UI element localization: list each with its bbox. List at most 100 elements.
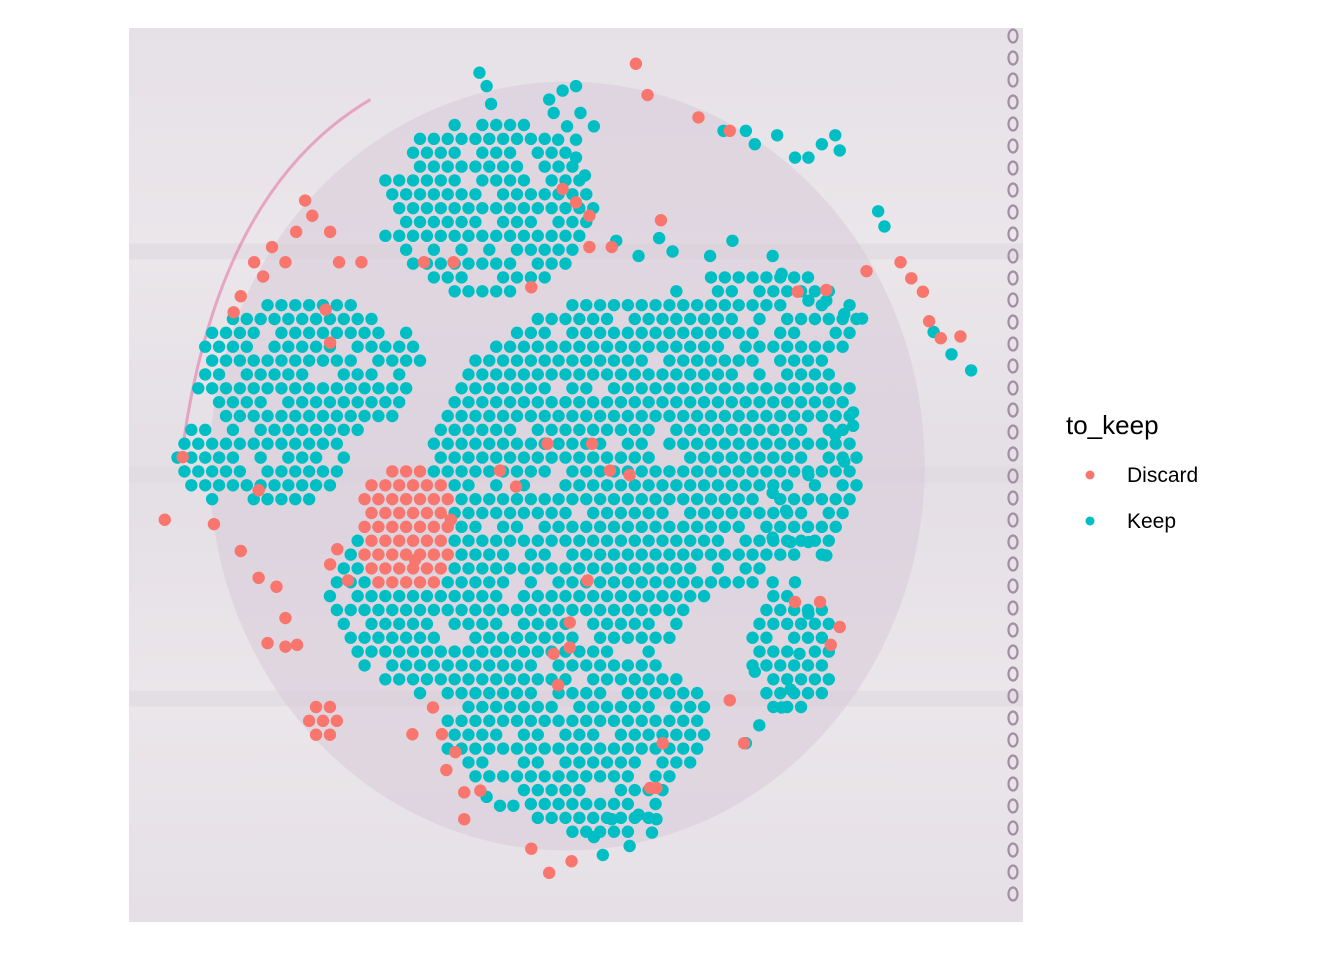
spot-keep (483, 576, 496, 589)
spot-discard (440, 763, 453, 777)
spot-keep (372, 631, 385, 644)
spot-keep (822, 617, 835, 631)
spot-keep (794, 673, 808, 686)
spot-discard (358, 520, 371, 534)
spot-keep (545, 562, 558, 575)
spot-keep (808, 312, 822, 326)
spot-keep (822, 340, 835, 353)
spot-keep (483, 160, 496, 173)
spot-discard (399, 548, 413, 561)
spot-keep (829, 520, 842, 534)
spot-keep (815, 354, 829, 367)
spot-discard (372, 492, 385, 506)
spot-keep (600, 700, 614, 714)
spot-keep (566, 659, 579, 672)
spot-keep (774, 686, 787, 700)
spot-keep (822, 312, 835, 326)
spot-keep (711, 479, 725, 492)
spot-keep (566, 714, 579, 728)
spot-keep (226, 340, 240, 353)
spot-keep (829, 409, 842, 423)
spot-discard (323, 700, 337, 714)
spot-keep (621, 742, 635, 755)
spot-keep (569, 79, 583, 93)
fiducial-marker (1007, 336, 1019, 352)
spot-keep (503, 451, 517, 464)
spot-discard (372, 548, 385, 561)
spot-keep (503, 118, 517, 132)
spot-discard (493, 464, 507, 477)
spot-keep (732, 354, 745, 367)
spot-keep (684, 423, 697, 437)
spot-keep (559, 340, 572, 353)
spot-discard (399, 465, 413, 478)
spot-keep (774, 603, 787, 617)
spot-keep (441, 160, 454, 173)
spot-keep (448, 479, 461, 492)
legend-key-discard (1085, 470, 1095, 480)
spot-keep (690, 492, 704, 506)
spot-keep (510, 243, 524, 256)
spot-keep (365, 340, 378, 353)
spot-keep (420, 174, 434, 187)
spot-discard (692, 111, 705, 124)
spot-keep (566, 492, 579, 506)
spot-discard (279, 640, 292, 653)
spot-keep (372, 354, 385, 367)
spot-keep (649, 659, 662, 672)
spot-keep (441, 465, 454, 478)
spot-keep (656, 312, 669, 326)
spot-keep (469, 603, 482, 617)
spot-keep (843, 326, 856, 340)
spot-keep (399, 382, 413, 395)
spot-discard (629, 57, 643, 70)
spot-keep (455, 714, 468, 728)
spot-keep (524, 382, 538, 395)
spot-keep (517, 728, 531, 741)
spot-keep (358, 326, 371, 340)
spot-keep (302, 409, 316, 423)
spot-keep (372, 326, 385, 340)
spot-keep (455, 160, 468, 173)
spot-keep (448, 229, 461, 243)
spot-keep (441, 215, 454, 229)
spot-keep (282, 312, 295, 326)
spot-keep (275, 326, 288, 340)
spot-keep (261, 437, 274, 450)
spot-keep (538, 188, 551, 201)
spot-keep (596, 848, 610, 862)
spot-keep (605, 812, 618, 826)
spot-keep (964, 364, 978, 377)
spot-keep (455, 520, 468, 534)
spot-keep (760, 465, 773, 478)
spot-keep (406, 229, 420, 243)
spot-keep (628, 368, 641, 381)
spot-keep (787, 271, 801, 284)
spot-keep (760, 409, 773, 423)
spot-keep (476, 146, 489, 159)
spot-keep (219, 354, 233, 367)
spot-keep (836, 506, 849, 520)
spot-keep (718, 298, 732, 312)
spot-keep (670, 700, 683, 714)
spot-keep (573, 312, 586, 326)
spot-keep (739, 340, 752, 353)
spot-keep (569, 133, 583, 146)
spot-keep (697, 728, 711, 741)
spot-keep (739, 395, 752, 409)
spot-keep (801, 686, 815, 700)
spot-keep (711, 451, 725, 464)
spot-keep (226, 395, 240, 409)
spot-discard (358, 492, 371, 506)
spot-keep (614, 756, 628, 769)
spot-discard (541, 437, 554, 450)
spot-discard (581, 574, 594, 587)
spot-keep (732, 326, 745, 340)
spot-discard (372, 520, 385, 534)
spot-keep (820, 549, 833, 562)
spot-keep (580, 603, 593, 617)
spot-discard (420, 562, 434, 575)
spot-discard (525, 842, 538, 855)
spot-keep (732, 520, 745, 534)
spot-keep (593, 548, 607, 561)
